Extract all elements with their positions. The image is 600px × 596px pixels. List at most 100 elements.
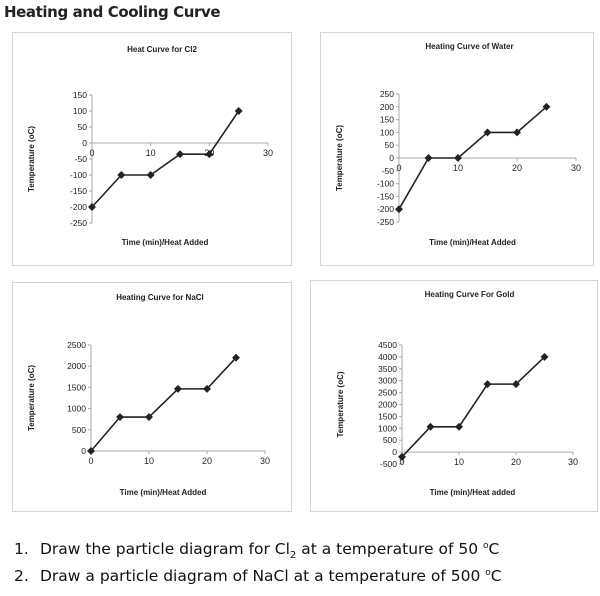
question-number: 2. (14, 567, 29, 585)
series-line (398, 106, 548, 210)
x-tick-label: 0 (396, 163, 401, 173)
y-tick-label: 0 (81, 446, 86, 456)
y-axis-label: Temperature (oC) (336, 371, 345, 437)
series-line (401, 356, 546, 458)
x-axis-label: Time (min)/Heat added (430, 488, 516, 497)
data-point (398, 452, 406, 461)
chart-panel-gold (310, 280, 598, 512)
y-tick-label: 500 (72, 425, 86, 435)
chart-title: Heat Curve for Cl2 (127, 45, 197, 54)
chart-panel-cl2 (12, 32, 292, 266)
data-point (117, 171, 126, 179)
x-axis-label: Time (min)/Heat Added (122, 238, 209, 247)
y-tick-label: -250 (377, 217, 394, 227)
y-tick-label: 0 (389, 153, 394, 163)
y-tick-label: 500 (383, 435, 397, 445)
y-tick-label: 1500 (378, 411, 397, 421)
x-tick-label: 0 (88, 456, 93, 466)
x-tick-label: 10 (453, 163, 463, 173)
y-tick-label: -100 (377, 179, 394, 189)
y-tick-label: -50 (75, 154, 88, 164)
question-number: 1. (14, 540, 29, 558)
y-tick-label: -200 (377, 204, 394, 214)
y-axis-label: Temperature (oC) (27, 126, 36, 192)
y-tick-label: 2500 (378, 388, 397, 398)
y-tick-label: 1000 (378, 423, 397, 433)
x-tick-label: 10 (144, 456, 154, 466)
y-tick-label: 0 (392, 447, 397, 457)
x-tick-label: 20 (202, 456, 212, 466)
data-point (455, 422, 463, 431)
data-point (145, 413, 153, 421)
y-tick-label: 100 (73, 106, 87, 116)
x-tick-label: 0 (399, 457, 404, 467)
degree-sign: o (483, 540, 489, 551)
data-point (203, 384, 211, 393)
y-tick-label: 2500 (67, 340, 86, 350)
x-tick-label: 20 (511, 457, 521, 467)
y-tick-label: -250 (70, 218, 87, 228)
y-tick-label: 50 (385, 140, 395, 150)
questions-list: 1. Draw the particle diagram for Cl2 at a… (14, 540, 502, 594)
chart-panel-nacl (12, 282, 292, 512)
x-tick-label: 20 (512, 163, 522, 173)
series-line (91, 110, 240, 208)
y-tick-label: 2000 (67, 361, 86, 371)
data-point (395, 205, 403, 214)
unit: C (490, 567, 502, 585)
data-point (483, 128, 492, 137)
y-tick-label: 250 (380, 89, 394, 99)
x-axis-label: Time (min)/Heat Added (120, 488, 207, 497)
y-tick-label: 100 (380, 127, 394, 137)
y-tick-label: -500 (380, 459, 397, 469)
y-tick-label: -100 (70, 170, 87, 180)
data-point (232, 353, 240, 362)
question-1: 1. Draw the particle diagram for Cl2 at a… (14, 540, 502, 567)
y-tick-label: 150 (380, 115, 394, 125)
question-text: Draw the particle diagram for Cl (40, 540, 290, 558)
data-point (483, 380, 492, 389)
y-axis-label: Temperature (oC) (335, 125, 344, 191)
y-tick-label: 1000 (67, 404, 86, 414)
data-point (424, 154, 433, 162)
question-2: 2. Draw a particle diagram of NaCl at a t… (14, 567, 502, 594)
chart-title: Heating Curve For Gold (425, 290, 515, 299)
y-tick-label: 1500 (67, 382, 86, 392)
data-point (88, 203, 96, 211)
x-tick-label: 30 (263, 148, 273, 158)
data-point (426, 422, 435, 431)
y-tick-label: 200 (380, 102, 394, 112)
x-tick-label: 30 (568, 457, 578, 467)
y-tick-label: -150 (377, 191, 394, 201)
series-line (90, 357, 237, 452)
unit: C (488, 540, 500, 558)
y-tick-label: 3000 (378, 376, 397, 386)
x-tick-label: 30 (260, 456, 270, 466)
x-tick-label: 10 (454, 457, 464, 467)
y-tick-label: 3500 (378, 364, 397, 374)
degree-sign: o (485, 567, 491, 578)
y-tick-label: 0 (82, 138, 87, 148)
y-tick-label: 4500 (378, 340, 397, 350)
y-axis-label: Temperature (oC) (27, 365, 36, 431)
data-point (454, 154, 462, 162)
chart-title: Heating Curve for NaCl (116, 293, 204, 302)
chart-title: Heating Curve of Water (425, 42, 513, 51)
y-tick-label: -50 (382, 166, 395, 176)
y-tick-label: 4000 (378, 352, 397, 362)
subscript: 2 (289, 550, 297, 562)
data-point (174, 384, 182, 393)
y-tick-label: 50 (78, 122, 88, 132)
question-text: Draw a particle diagram of NaCl at a tem… (40, 567, 486, 585)
question-text: at a temperature of 50 (296, 540, 484, 558)
data-point (176, 150, 184, 159)
data-point (205, 150, 214, 159)
data-point (146, 171, 155, 179)
x-tick-label: 0 (89, 148, 94, 158)
x-tick-label: 30 (571, 163, 581, 173)
chart-panel-water (320, 32, 594, 266)
x-axis-label: Time (min)/Heat Added (429, 238, 516, 247)
y-tick-label: -200 (70, 202, 87, 212)
x-tick-label: 10 (146, 148, 156, 158)
